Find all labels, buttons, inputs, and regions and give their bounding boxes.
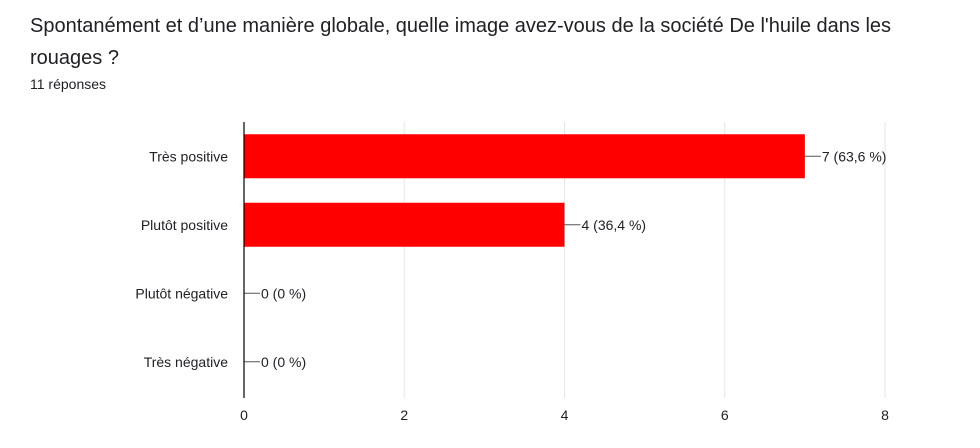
data-label: 4 (36,4 %) xyxy=(582,217,647,233)
x-tick-label: 0 xyxy=(240,407,248,423)
bar xyxy=(244,202,565,247)
bar xyxy=(244,134,805,179)
data-label: 0 (0 %) xyxy=(261,354,306,370)
x-tick-label: 6 xyxy=(721,407,729,423)
x-tick-label: 4 xyxy=(561,407,569,423)
category-label: Plutôt positive xyxy=(141,217,228,233)
data-label: 7 (63,6 %) xyxy=(822,148,887,164)
data-label: 0 (0 %) xyxy=(261,285,306,301)
x-tick-label: 2 xyxy=(400,407,408,423)
question-title: Spontanément et d’une manière globale, q… xyxy=(30,15,892,69)
response-count: 11 réponses xyxy=(30,76,107,92)
x-tick-label: 8 xyxy=(881,407,889,423)
category-label: Très négative xyxy=(144,354,229,370)
category-label: Plutôt négative xyxy=(135,285,228,301)
category-label: Très positive xyxy=(149,148,228,164)
